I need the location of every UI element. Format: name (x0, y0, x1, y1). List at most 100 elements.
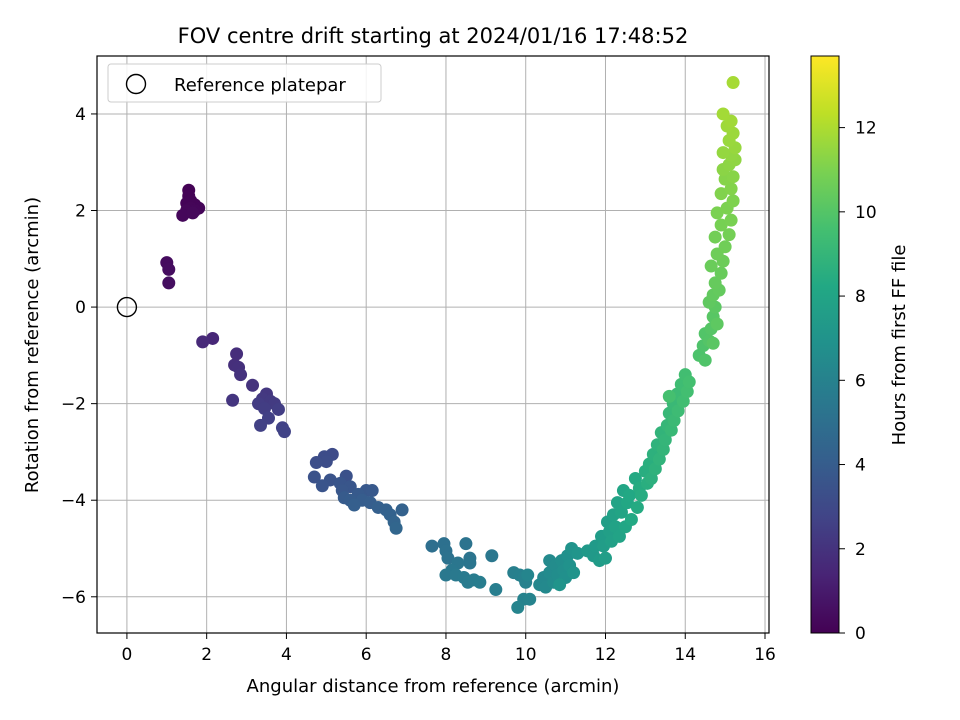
data-point (489, 583, 503, 597)
data-point (176, 208, 190, 222)
y-tick-label: 0 (75, 298, 86, 318)
colorbar: 0 2 4 6 8 10 12 Hours from first FF file (810, 55, 910, 644)
data-point (622, 488, 636, 502)
colorbar-tick-label: 8 (855, 287, 866, 307)
data-point (571, 546, 585, 560)
data-point (234, 368, 248, 382)
data-point (439, 568, 453, 582)
y-axis-ticks: −6 −4 −2 0 2 4 (61, 105, 97, 608)
data-point (186, 206, 200, 220)
data-point (425, 539, 439, 553)
chart-title: FOV centre drift starting at 2024/01/16 … (178, 24, 689, 48)
x-tick-label: 16 (754, 645, 776, 665)
data-point (473, 575, 487, 589)
data-point (567, 566, 581, 580)
reference-point (116, 296, 138, 318)
colorbar-tick-label: 4 (855, 456, 866, 476)
data-point (634, 488, 648, 502)
x-axis-label: Angular distance from reference (arcmin) (247, 676, 620, 697)
data-point (662, 389, 676, 403)
data-point (680, 385, 694, 399)
data-point (682, 375, 696, 389)
x-tick-label: 0 (121, 645, 132, 665)
data-point (612, 529, 626, 543)
y-tick-label: 2 (75, 202, 86, 222)
legend-box (107, 63, 382, 103)
colorbar-gradient (810, 55, 840, 634)
colorbar-tick-label: 0 (855, 624, 866, 644)
data-point (246, 378, 260, 392)
colorbar-tick-label: 12 (855, 119, 877, 139)
data-point (389, 521, 403, 535)
colorbar-tick-label: 6 (855, 371, 866, 391)
data-point (714, 218, 728, 232)
legend-entry-reference: Reference platepar (174, 75, 346, 96)
data-point (309, 456, 323, 470)
x-tick-label: 2 (201, 645, 212, 665)
data-point (598, 551, 612, 565)
data-point (521, 568, 535, 582)
y-tick-label: −4 (61, 491, 86, 511)
data-point (196, 335, 210, 349)
y-axis-label: Rotation from reference (arcmin) (22, 197, 43, 493)
data-point (726, 170, 740, 184)
data-point (307, 470, 321, 484)
data-point (485, 549, 499, 563)
data-point (395, 503, 409, 517)
data-point (630, 500, 644, 514)
data-point (277, 425, 291, 439)
data-point (459, 537, 473, 551)
data-point (726, 76, 740, 90)
data-point (624, 513, 638, 527)
data-point (230, 347, 244, 361)
data-point (463, 556, 477, 570)
data-point (656, 443, 670, 457)
data-point (714, 266, 728, 280)
data-point (206, 331, 220, 345)
data-point (714, 187, 728, 201)
data-point (523, 592, 537, 606)
data-point (365, 484, 379, 498)
data-point (319, 455, 333, 469)
plot-frame (96, 55, 770, 634)
data-point (724, 213, 738, 227)
data-point (441, 551, 455, 565)
y-tick-label: −6 (61, 588, 86, 608)
reference-marker-icon (125, 73, 147, 95)
data-point (254, 418, 268, 432)
x-tick-label: 4 (281, 645, 292, 665)
data-points (160, 76, 742, 614)
colorbar-tick-label: 2 (855, 540, 866, 560)
data-point (315, 479, 329, 493)
data-point (704, 259, 718, 273)
data-point (511, 600, 525, 614)
colorbar-tick-label: 10 (855, 203, 877, 223)
data-point (722, 228, 736, 242)
legend: Reference platepar (107, 63, 382, 103)
x-tick-label: 14 (674, 645, 696, 665)
grid (97, 56, 769, 633)
x-tick-label: 6 (361, 645, 372, 665)
data-point (162, 262, 176, 276)
data-point (710, 206, 724, 220)
x-axis-ticks: 0 2 4 6 8 10 12 14 16 (121, 633, 776, 665)
y-tick-label: −2 (61, 395, 86, 415)
data-point (162, 276, 176, 290)
data-point (710, 317, 724, 331)
data-point (718, 240, 732, 254)
data-point (724, 182, 738, 196)
data-point (271, 402, 285, 416)
data-point (716, 107, 730, 121)
data-point (553, 578, 567, 592)
x-tick-label: 12 (595, 645, 617, 665)
data-point (698, 353, 712, 367)
data-point (658, 433, 672, 447)
data-point (614, 505, 628, 519)
x-tick-label: 8 (441, 645, 452, 665)
data-point (708, 276, 722, 290)
data-point (726, 194, 740, 208)
colorbar-label: Hours from first FF file (889, 245, 910, 446)
data-point (716, 146, 730, 160)
data-point (706, 336, 720, 350)
